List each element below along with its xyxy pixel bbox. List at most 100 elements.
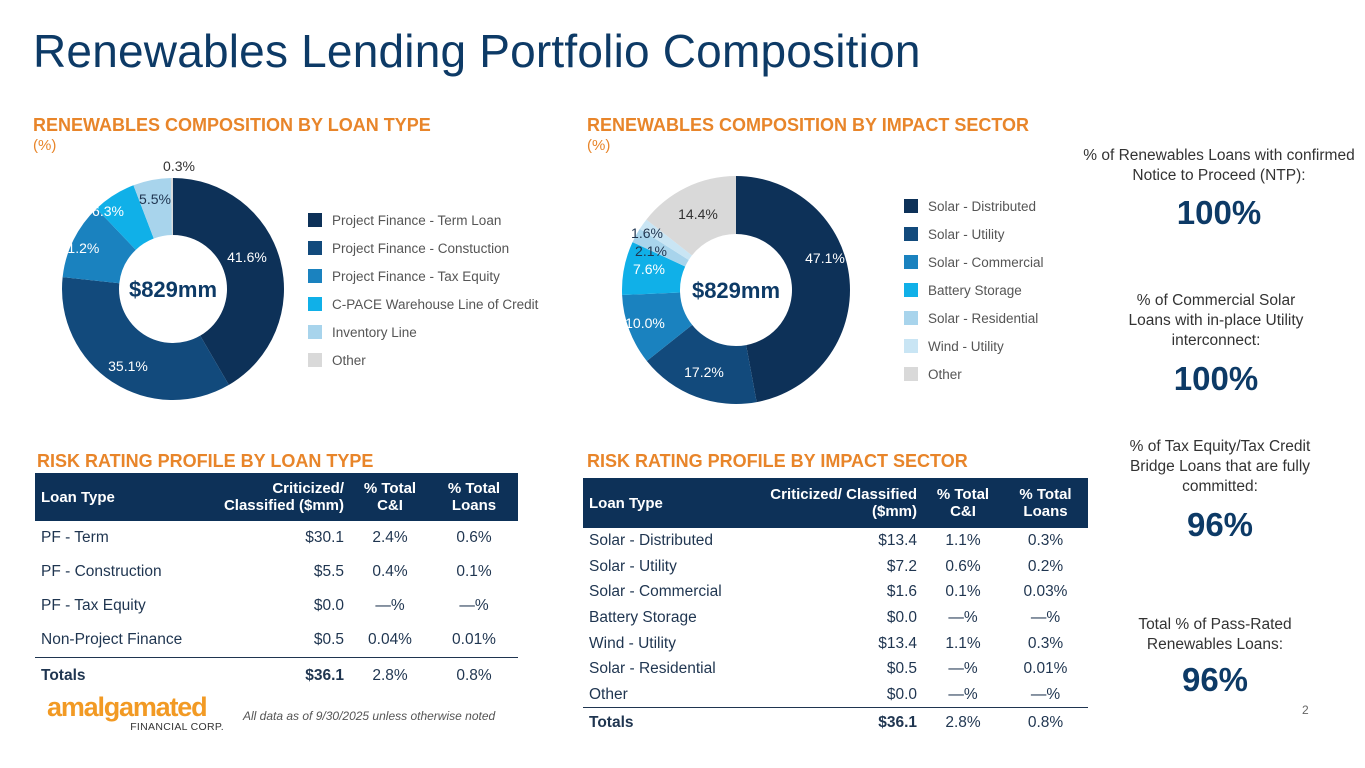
legend-swatch xyxy=(904,311,918,325)
table-totals-row: Totals $36.1 2.8% 0.8% xyxy=(583,707,1088,738)
page-title: Renewables Lending Portfolio Composition xyxy=(33,25,921,77)
table-cell: PF - Term xyxy=(41,529,109,546)
legend-swatch xyxy=(904,199,918,213)
donut-slice xyxy=(62,277,229,400)
table-cell: 0.6% xyxy=(456,529,492,546)
legend-swatch xyxy=(904,339,918,353)
legend-swatch xyxy=(308,353,322,367)
legend-item: Solar - Distributed xyxy=(904,192,1044,220)
donut-slice xyxy=(170,178,173,236)
donut-slice xyxy=(173,178,285,385)
table-cell: —% xyxy=(459,597,489,614)
table-cell: 0.04% xyxy=(368,630,412,648)
legend-swatch xyxy=(904,283,918,297)
legend-label: Other xyxy=(332,352,366,368)
table-cell: 0.2% xyxy=(1027,557,1064,575)
table-cell: PF - Tax Equity xyxy=(41,597,146,614)
legend-swatch xyxy=(308,213,322,227)
table-header: % Total C&I xyxy=(923,478,1003,528)
table-cell: Non-Project Finance xyxy=(41,630,183,648)
donut-data-label: 10.0% xyxy=(625,315,665,331)
donut-data-label: 2.1% xyxy=(635,243,667,259)
loan-type-donut-chart: $829mm 41.6% 35.1% 11.2% 6.3% 5.5% 0.3% xyxy=(61,158,285,400)
table-cell: $13.4 xyxy=(878,634,917,652)
legend-item: Project Finance - Tax Equity xyxy=(308,262,538,290)
interconnect-stat-value: 100% xyxy=(1173,360,1259,397)
legend-label: Solar - Distributed xyxy=(928,198,1037,214)
donut-data-label: 17.2% xyxy=(684,364,724,380)
donut-data-label: 14.4% xyxy=(678,206,718,222)
table-cell: 0.4% xyxy=(372,563,408,580)
table-row: Wind - Utility $13.4 1.1% 0.3% xyxy=(583,631,1088,657)
table-row: Non-Project Finance $0.5 0.04% 0.01% xyxy=(35,623,518,657)
donut-data-label: 35.1% xyxy=(108,358,148,374)
table-cell: Battery Storage xyxy=(589,608,697,626)
legend-swatch xyxy=(904,227,918,241)
table-header: Loan Type xyxy=(35,473,200,521)
logo-subtitle: FINANCIAL CORP. xyxy=(130,721,224,733)
table-header: Loan Type xyxy=(583,478,758,528)
table-row: Solar - Commercial $1.6 0.1% 0.03% xyxy=(583,579,1088,605)
legend-label: Project Finance - Term Loan xyxy=(332,212,502,228)
page-number: 2 xyxy=(1302,703,1309,717)
donut-slice xyxy=(646,324,757,404)
donut-slice xyxy=(622,242,686,296)
table-row: PF - Term $30.1 2.4% 0.6% xyxy=(35,521,518,555)
legend-label: Project Finance - Constuction xyxy=(332,240,510,256)
table-cell: 0.3% xyxy=(1027,634,1064,652)
table-cell: —% xyxy=(948,685,978,703)
donut-slice xyxy=(622,292,693,361)
legend-label: Other xyxy=(928,366,962,382)
table-cell: PF - Construction xyxy=(41,563,162,580)
loan-type-risk-title: RISK RATING PROFILE BY LOAN TYPE xyxy=(37,451,374,471)
table-cell: $0.0 xyxy=(886,685,917,703)
legend-label: Solar - Utility xyxy=(928,226,1005,242)
donut-center-label: $829mm xyxy=(129,277,217,302)
table-cell: 0.01% xyxy=(452,630,496,648)
table-header: % Total Loans xyxy=(1003,478,1088,528)
legend-label: C-PACE Warehouse Line of Credit xyxy=(332,296,539,312)
legend-swatch xyxy=(308,325,322,339)
table-cell: Solar - Distributed xyxy=(589,531,714,549)
table-row: Solar - Utility $7.2 0.6% 0.2% xyxy=(583,554,1088,580)
legend-item: Battery Storage xyxy=(904,276,1044,304)
table-cell: —% xyxy=(1030,685,1061,703)
table-row: Solar - Distributed $13.4 1.1% 0.3% xyxy=(583,528,1088,554)
table-header: Criticized/ Classified ($mm) xyxy=(758,478,923,528)
table-cell: Totals xyxy=(589,713,634,731)
table-cell: 1.1% xyxy=(945,634,981,652)
table-header: % Total C&I xyxy=(350,473,430,521)
table-cell: $1.6 xyxy=(886,583,917,601)
donut-data-label: 5.5% xyxy=(139,191,171,207)
loan-type-legend: Project Finance - Term Loan Project Finan… xyxy=(308,206,538,374)
table-cell: 0.1% xyxy=(945,583,981,601)
table-cell: —% xyxy=(1030,608,1061,626)
impact-sector-legend: Solar - Distributed Solar - Utility Solar … xyxy=(904,192,1044,388)
table-cell: 0.8% xyxy=(456,667,492,685)
table-cell: Solar - Commercial xyxy=(589,583,722,601)
table-cell: $0.5 xyxy=(886,660,917,678)
table-row: Solar - Residential $0.5 —% 0.01% xyxy=(583,656,1088,682)
table-cell: $0.0 xyxy=(313,597,344,614)
impact-sector-risk-table: Loan Type Criticized/ Classified ($mm) %… xyxy=(583,478,1088,738)
table-cell: Solar - Residential xyxy=(589,660,716,678)
donut-slice xyxy=(736,176,850,403)
donut-data-label: 47.1% xyxy=(805,250,845,266)
table-cell: $0.5 xyxy=(313,630,344,648)
table-cell: $36.1 xyxy=(305,667,344,685)
table-header: % Total Loans xyxy=(430,473,518,521)
table-cell: 0.01% xyxy=(1023,660,1068,678)
legend-item: Project Finance - Constuction xyxy=(308,234,538,262)
pass-rated-stat-text: Total % of Pass-Rated Renewables Loans: xyxy=(1138,616,1292,653)
legend-label: Solar - Commercial xyxy=(928,254,1044,270)
donut-data-label: 41.6% xyxy=(227,249,267,265)
ntp-stat-value: 100% xyxy=(1176,194,1262,231)
legend-swatch xyxy=(308,269,322,283)
legend-item: Wind - Utility xyxy=(904,332,1044,360)
table-cell: $13.4 xyxy=(878,531,917,549)
loan-type-chart-unit: (%) xyxy=(33,137,57,154)
table-row: PF - Construction $5.5 0.4% 0.1% xyxy=(35,555,518,589)
table-header: Criticized/ Classified ($mm) xyxy=(200,473,350,521)
table-cell: 0.8% xyxy=(1027,713,1064,731)
amalgamated-logo: amalgamated FINANCIAL CORP. xyxy=(47,694,224,734)
